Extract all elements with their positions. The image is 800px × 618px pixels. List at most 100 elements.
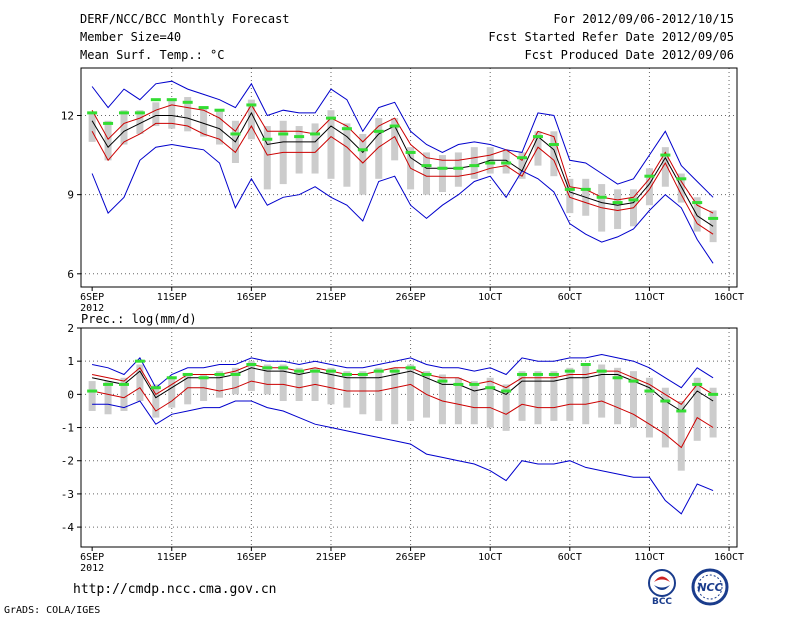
mean-line — [91, 367, 714, 412]
ensemble-box — [295, 126, 303, 174]
panel-1: 6 9 12 6SEP 11SEP 16SEP 21SEP 26SEP 1OCT 6OCT 11OC… — [61, 67, 744, 314]
max-line — [91, 80, 714, 198]
ensemble-box — [216, 110, 224, 145]
x-tick-label: 6OCT — [558, 292, 582, 303]
median-marker — [485, 161, 496, 165]
median-marker — [310, 369, 321, 373]
median-marker — [469, 164, 480, 168]
x-tick-label: 11SEP — [157, 292, 187, 303]
median-marker — [596, 369, 607, 373]
median-marker — [628, 198, 639, 202]
ensemble-box — [168, 99, 176, 129]
chart-title: DERF/NCC/BCC Monthly Forecast — [80, 12, 290, 26]
forecast-range-label: For 2012/09/06-2012/10/15 — [553, 12, 734, 26]
lower-line — [91, 122, 714, 235]
y-tick-label: 12 — [61, 109, 74, 122]
member-size-label: Member Size=40 — [80, 30, 182, 44]
ensemble-box — [550, 371, 558, 421]
ensemble-box — [168, 377, 176, 408]
median-marker — [501, 161, 512, 165]
x-tick-label: 16SEP — [236, 552, 266, 563]
median-marker — [118, 382, 129, 386]
ensemble-box — [136, 110, 144, 134]
x-tick-label: 16OCT — [714, 552, 744, 563]
median-marker — [517, 372, 528, 376]
median-marker — [214, 372, 225, 376]
ensemble-box — [184, 97, 192, 132]
ensemble-box — [327, 367, 335, 405]
median-marker — [437, 379, 448, 383]
median-marker — [198, 376, 209, 380]
median-marker — [501, 389, 512, 393]
ensemble-box — [247, 99, 255, 140]
median-marker — [310, 132, 321, 136]
median-marker — [564, 369, 575, 373]
median-marker — [644, 389, 655, 393]
median-marker — [660, 399, 671, 403]
x-tick-label: 11OCT — [634, 292, 664, 303]
ensemble-box — [407, 364, 415, 421]
ensemble-box — [184, 374, 192, 405]
median-marker — [118, 111, 129, 115]
median-marker — [294, 369, 305, 373]
ensemble-box — [502, 384, 510, 431]
median-marker — [453, 166, 464, 170]
ensemble-box — [200, 107, 208, 137]
ensemble-box — [359, 133, 367, 195]
median-marker — [373, 369, 384, 373]
median-marker — [182, 372, 193, 376]
median-marker — [246, 363, 257, 366]
median-marker — [134, 111, 145, 115]
ensemble-box — [247, 361, 255, 392]
median-marker — [469, 382, 480, 386]
ensemble-box — [152, 102, 160, 127]
median-marker — [341, 127, 352, 131]
ensemble-box — [534, 371, 542, 425]
ensemble-box — [279, 364, 287, 401]
min-line — [92, 400, 714, 515]
median-marker — [166, 376, 177, 380]
median-marker — [596, 195, 607, 199]
ensemble-box — [263, 364, 271, 395]
ensemble-box — [375, 367, 383, 421]
upper-line — [91, 363, 714, 405]
median-marker — [150, 98, 161, 102]
median-marker — [373, 129, 384, 133]
ensemble-box — [136, 364, 144, 401]
ensemble-box — [470, 147, 478, 179]
ensemble-box — [263, 126, 271, 190]
median-marker — [230, 132, 241, 136]
ensemble-box — [311, 123, 319, 174]
y-tick-label: 0 — [67, 388, 74, 401]
median-marker — [150, 386, 161, 390]
ensemble-box — [120, 110, 128, 145]
median-marker — [389, 369, 400, 373]
median-marker — [548, 143, 559, 147]
ensemble-box — [598, 364, 606, 418]
median-marker — [389, 124, 400, 128]
max-line — [91, 353, 714, 389]
ensemble-box — [88, 381, 96, 411]
ensemble-box — [343, 123, 351, 187]
ensemble-box — [677, 401, 685, 471]
ensemble-box — [423, 152, 431, 195]
year-label: 2012 — [80, 303, 104, 314]
median-marker — [325, 369, 336, 373]
refer-date-label: Fcst Started Refer Date 2012/09/05 — [488, 30, 734, 44]
x-tick-label: 21SEP — [316, 552, 346, 563]
lower-line — [91, 380, 714, 449]
x-tick-label: 11OCT — [634, 552, 664, 563]
x-tick-label: 6SEP — [80, 552, 104, 563]
median-marker — [214, 108, 225, 112]
ncc-logo-text: NCC — [697, 581, 722, 594]
y-tick-label: 9 — [67, 189, 74, 202]
source-url[interactable]: http://cmdp.ncc.cma.gov.cn — [73, 582, 277, 597]
ensemble-box — [104, 120, 112, 161]
ensemble-box — [645, 377, 653, 438]
median-marker — [532, 372, 543, 376]
median-marker — [182, 100, 193, 104]
median-marker — [341, 372, 352, 376]
x-tick-label: 1OCT — [478, 552, 502, 563]
